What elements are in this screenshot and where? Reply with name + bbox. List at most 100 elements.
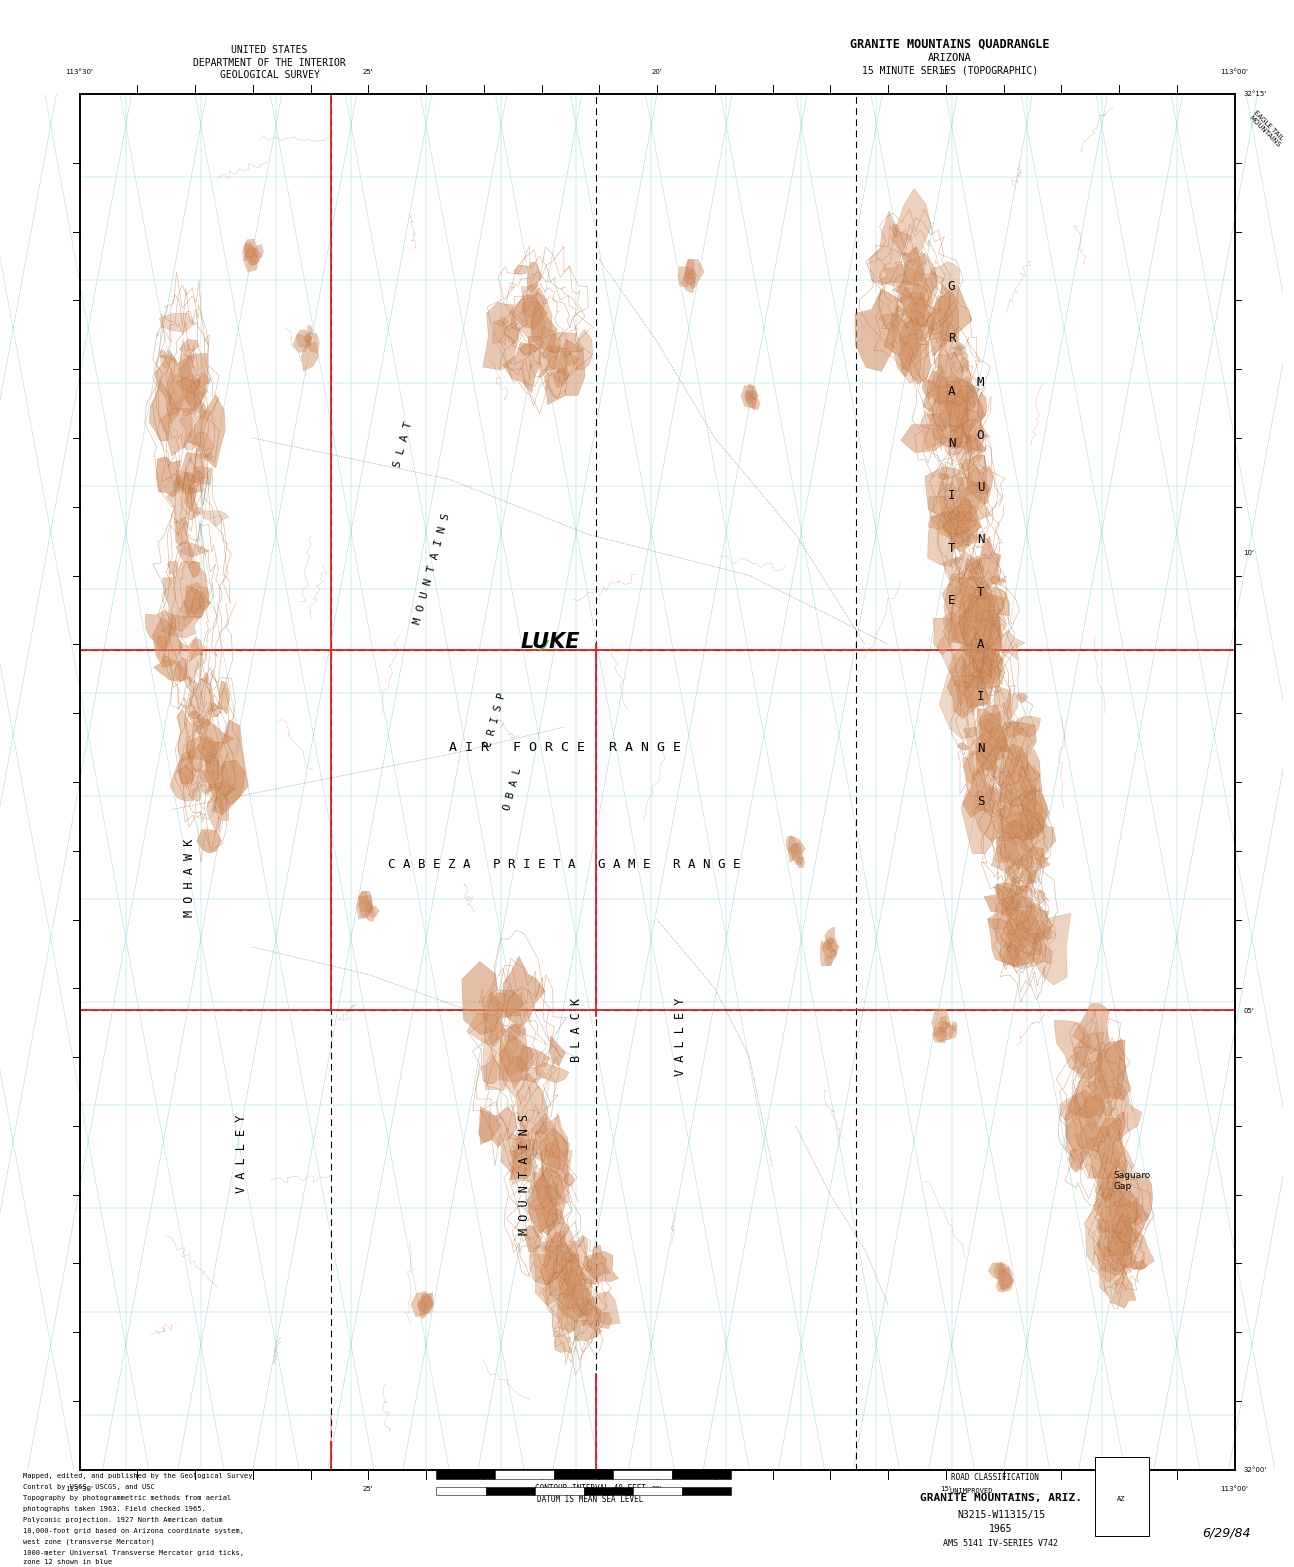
- Polygon shape: [932, 1026, 946, 1042]
- Polygon shape: [516, 1073, 547, 1133]
- Text: 05': 05': [1244, 1008, 1254, 1014]
- Polygon shape: [1080, 1106, 1093, 1119]
- Polygon shape: [958, 743, 968, 751]
- Polygon shape: [546, 1138, 560, 1174]
- Polygon shape: [961, 418, 986, 454]
- Text: west zone (transverse Mercator): west zone (transverse Mercator): [23, 1539, 155, 1545]
- Polygon shape: [932, 262, 960, 293]
- Polygon shape: [1018, 784, 1049, 843]
- Polygon shape: [358, 892, 367, 904]
- Text: U: U: [977, 481, 985, 494]
- Text: DEPARTMENT OF THE INTERIOR: DEPARTMENT OF THE INTERIOR: [193, 58, 345, 67]
- Polygon shape: [980, 647, 1004, 688]
- Polygon shape: [1003, 918, 1031, 943]
- Polygon shape: [411, 1291, 432, 1316]
- Polygon shape: [510, 1025, 525, 1036]
- Polygon shape: [978, 743, 991, 758]
- Polygon shape: [916, 295, 925, 306]
- Polygon shape: [547, 348, 558, 368]
- Polygon shape: [965, 401, 973, 411]
- Polygon shape: [967, 534, 982, 542]
- Polygon shape: [1117, 1214, 1132, 1247]
- Polygon shape: [528, 1172, 551, 1235]
- Polygon shape: [245, 240, 258, 257]
- Polygon shape: [501, 1133, 537, 1175]
- Polygon shape: [204, 453, 214, 461]
- Polygon shape: [531, 1113, 569, 1171]
- Polygon shape: [932, 1009, 950, 1037]
- Polygon shape: [1091, 1120, 1134, 1196]
- Polygon shape: [960, 500, 972, 516]
- Polygon shape: [365, 907, 375, 921]
- Text: 15': 15': [941, 1486, 951, 1492]
- Polygon shape: [540, 641, 549, 652]
- Polygon shape: [173, 658, 188, 682]
- Text: Topography by photogrammetric methods from aerial: Topography by photogrammetric methods fr…: [23, 1495, 232, 1501]
- Text: N: N: [977, 743, 985, 755]
- Polygon shape: [499, 1026, 527, 1083]
- Text: 25': 25': [364, 69, 374, 75]
- Polygon shape: [937, 332, 972, 426]
- Text: C A B E Z A   P R I E T A   G A M E   R A N G E: C A B E Z A P R I E T A G A M E R A N G …: [388, 859, 741, 871]
- Polygon shape: [179, 752, 194, 788]
- Polygon shape: [192, 599, 201, 613]
- Polygon shape: [890, 188, 932, 262]
- Polygon shape: [999, 1261, 1013, 1287]
- Polygon shape: [159, 313, 194, 332]
- Polygon shape: [998, 1268, 1011, 1290]
- Polygon shape: [749, 390, 754, 398]
- Polygon shape: [245, 243, 255, 257]
- Polygon shape: [584, 1305, 600, 1332]
- Polygon shape: [553, 367, 568, 389]
- Polygon shape: [943, 511, 969, 534]
- Polygon shape: [308, 324, 312, 335]
- Polygon shape: [951, 556, 961, 566]
- Polygon shape: [422, 1296, 432, 1312]
- Polygon shape: [685, 259, 704, 285]
- Polygon shape: [1002, 1269, 1014, 1291]
- Polygon shape: [1003, 693, 1018, 724]
- Polygon shape: [503, 343, 541, 393]
- Polygon shape: [901, 334, 921, 364]
- Text: UNIMPROVED __________: UNIMPROVED __________: [950, 1487, 1039, 1493]
- Polygon shape: [978, 705, 1002, 743]
- Bar: [436, 1487, 485, 1495]
- Polygon shape: [1131, 1260, 1146, 1269]
- Polygon shape: [197, 769, 215, 794]
- Polygon shape: [943, 569, 985, 646]
- Polygon shape: [982, 621, 1003, 649]
- Polygon shape: [1042, 928, 1052, 939]
- Polygon shape: [796, 856, 802, 863]
- Polygon shape: [202, 738, 215, 766]
- Polygon shape: [936, 353, 963, 387]
- Polygon shape: [543, 1230, 580, 1296]
- Polygon shape: [424, 1302, 428, 1308]
- Text: 113°30': 113°30': [66, 69, 93, 75]
- Polygon shape: [898, 318, 930, 384]
- Polygon shape: [1115, 1174, 1153, 1243]
- Polygon shape: [1060, 1094, 1080, 1120]
- Polygon shape: [577, 1304, 587, 1316]
- Text: 20': 20': [652, 1486, 663, 1492]
- Polygon shape: [1073, 1033, 1104, 1070]
- Polygon shape: [961, 639, 996, 708]
- Polygon shape: [586, 1246, 611, 1279]
- Polygon shape: [179, 354, 194, 379]
- Polygon shape: [998, 1263, 1005, 1276]
- Polygon shape: [534, 1062, 569, 1083]
- Polygon shape: [533, 1164, 547, 1199]
- Text: 15': 15': [941, 69, 951, 75]
- Text: AMS 5141 IV-SERIES V742: AMS 5141 IV-SERIES V742: [943, 1539, 1058, 1548]
- Polygon shape: [791, 845, 798, 856]
- Polygon shape: [564, 1266, 586, 1299]
- Polygon shape: [188, 744, 204, 773]
- Text: 25': 25': [364, 1486, 374, 1492]
- Polygon shape: [970, 616, 1000, 683]
- Polygon shape: [1012, 821, 1022, 835]
- Polygon shape: [1123, 1246, 1131, 1255]
- Polygon shape: [180, 393, 211, 450]
- Polygon shape: [795, 843, 801, 851]
- Polygon shape: [949, 514, 964, 547]
- Polygon shape: [565, 1235, 589, 1269]
- Polygon shape: [177, 710, 198, 760]
